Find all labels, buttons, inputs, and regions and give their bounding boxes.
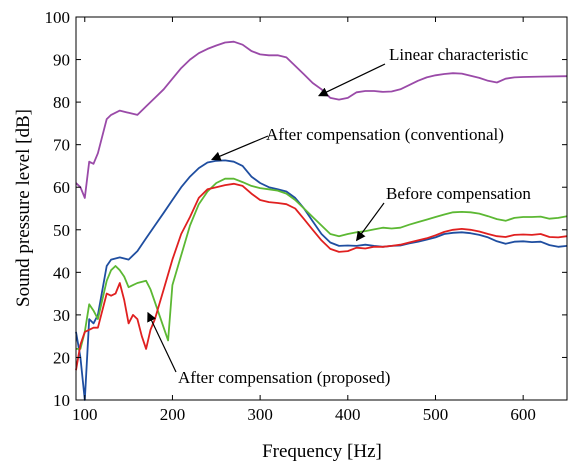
y-tick-label: 10 (53, 391, 70, 410)
y-tick-label: 90 (53, 51, 70, 70)
y-tick-label: 20 (53, 348, 70, 367)
x-tick-label: 100 (72, 405, 98, 424)
annotation-arrow-0 (318, 63, 386, 97)
annotation-label-1: After compensation (conventional) (266, 125, 504, 144)
annotation-arrow-1 (211, 135, 269, 161)
plot-frame (75, 16, 568, 401)
y-tick-label: 80 (53, 93, 70, 112)
y-tick-label: 70 (53, 136, 70, 155)
axes: 100 200 300 400 500 600 10 20 30 40 50 60 70 80 90 100 (45, 8, 568, 424)
annotation-arrow-3 (147, 311, 177, 373)
annotation-label-3: After compensation (proposed) (178, 368, 390, 387)
y-tick-label: 60 (53, 178, 70, 197)
x-tick-label: 500 (423, 405, 449, 424)
y-tick-label: 40 (53, 263, 70, 282)
x-tick-label: 200 (160, 405, 186, 424)
annotation-label-0: Linear characteristic (389, 45, 529, 64)
y-tick-label: 30 (53, 306, 70, 325)
series-line-0 (75, 40, 568, 199)
annotations: Linear characteristic After compensation … (147, 45, 531, 387)
annotation-arrow-2 (356, 202, 385, 242)
x-tick-label: 400 (335, 405, 361, 424)
y-axis-title: Sound pressure level [dB] (13, 109, 34, 307)
annotation-label-2: Before compensation (386, 184, 531, 203)
x-tick-label: 600 (510, 405, 536, 424)
series-line-2 (76, 177, 568, 350)
series-line-1 (75, 159, 568, 401)
series-lines (75, 40, 568, 401)
y-tick-label: 100 (45, 8, 71, 27)
x-tick-label: 300 (247, 405, 273, 424)
series-line-3 (75, 182, 568, 371)
y-tick-label: 50 (53, 221, 70, 240)
x-axis-title: Frequency [Hz] (262, 441, 382, 462)
